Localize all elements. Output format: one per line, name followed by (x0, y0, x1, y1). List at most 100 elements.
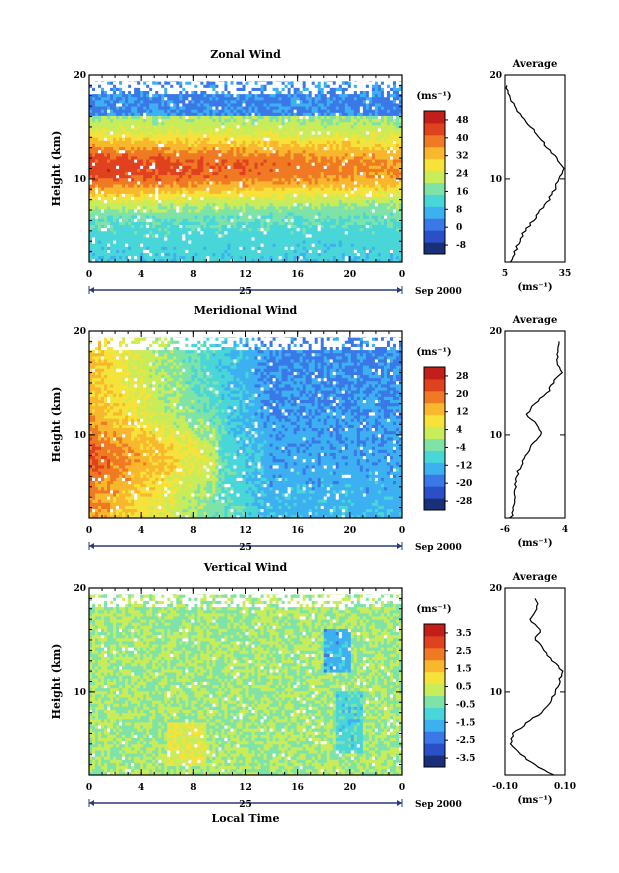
heatmap-cell (182, 127, 186, 132)
heatmap-cell (158, 137, 162, 141)
heatmap-cell (287, 202, 292, 207)
heatmap-cell (248, 156, 252, 160)
heatmap-cell (206, 90, 210, 95)
heatmap-cell (146, 212, 150, 216)
heatmap-cell (158, 255, 162, 260)
heatmap-cell (206, 224, 210, 229)
heatmap-cell (164, 96, 168, 101)
heatmap-cell (143, 112, 147, 116)
heatmap-cell (305, 184, 310, 188)
heatmap-cell (248, 121, 252, 126)
heatmap-cell (128, 171, 132, 176)
heatmap-cell (122, 205, 126, 210)
heatmap-cell (317, 96, 322, 101)
heatmap-cell (257, 168, 261, 173)
heatmap-cell (245, 156, 249, 160)
heatmap-cell (335, 199, 340, 204)
heatmap-cell (200, 218, 204, 222)
heatmap-cell (311, 171, 316, 176)
heatmap-cell (230, 90, 234, 95)
heatmap-cell (329, 124, 334, 129)
heatmap-cell (206, 237, 210, 241)
heatmap-cell (212, 177, 216, 182)
heatmap-cell (158, 162, 162, 166)
heatmap-cell (107, 249, 111, 254)
heatmap-cell (179, 159, 183, 163)
heatmap-cell (143, 121, 147, 126)
heatmap-cell (152, 103, 156, 107)
heatmap-cell (110, 84, 114, 88)
heatmap-cell (230, 190, 234, 194)
heatmap-cell (170, 212, 174, 216)
heatmap-cell (314, 93, 319, 98)
heatmap-cell (212, 193, 216, 197)
heatmap-cell (320, 212, 325, 216)
heatmap-cell (104, 205, 108, 210)
heatmap-cell (200, 156, 204, 160)
heatmap-cell (284, 149, 289, 154)
heatmap-cell (92, 115, 96, 120)
heatmap-cell (89, 149, 93, 154)
heatmap-cell (305, 93, 310, 98)
heatmap-cell (95, 118, 99, 123)
heatmap-cell (257, 240, 261, 244)
heatmap-cell (170, 137, 174, 141)
heatmap-cell (203, 112, 207, 116)
heatmap-cell (176, 227, 180, 232)
heatmap-cell (302, 93, 307, 98)
heatmap-cell (281, 180, 286, 185)
heatmap-cell (128, 149, 132, 154)
heatmap-cell (323, 171, 328, 176)
heatmap-cell (203, 209, 207, 213)
heatmap-cell (113, 118, 117, 123)
heatmap-cell (221, 90, 225, 95)
heatmap-cell (248, 246, 252, 250)
heatmap-cell (305, 137, 310, 141)
heatmap-cell (158, 93, 162, 98)
heatmap-cell (185, 127, 189, 132)
heatmap-cell (305, 187, 310, 191)
heatmap-cell (173, 249, 177, 254)
heatmap-cell (152, 162, 156, 166)
heatmap-cell (293, 224, 298, 229)
heatmap-cell (317, 190, 322, 194)
heatmap-cell (287, 159, 292, 163)
heatmap-cell (92, 209, 96, 213)
heatmap-cell (134, 109, 138, 113)
heatmap-cell (224, 237, 228, 241)
heatmap-cell (308, 202, 313, 207)
heatmap-cell (116, 137, 120, 141)
heatmap-cell (317, 177, 322, 182)
heatmap-cell (179, 146, 183, 151)
heatmap-cell (107, 124, 111, 129)
heatmap-cell (98, 193, 102, 197)
heatmap-cell (161, 243, 165, 247)
heatmap-cell (89, 165, 93, 169)
heatmap-cell (287, 237, 292, 241)
heatmap-cell (92, 162, 96, 166)
heatmap-cell (173, 224, 177, 229)
heatmap-cell (266, 221, 270, 225)
heatmap-cell (212, 90, 216, 95)
heatmap-cell (284, 196, 289, 201)
heatmap-cell (104, 149, 108, 154)
heatmap-cell (98, 87, 102, 91)
heatmap-cell (329, 168, 334, 173)
heatmap-cell (218, 184, 222, 188)
heatmap-cell (179, 212, 183, 216)
heatmap-cell (278, 209, 283, 213)
heatmap-cell (215, 224, 219, 229)
heatmap-cell (92, 240, 96, 244)
heatmap-cell (308, 93, 313, 98)
heatmap-cell (248, 124, 252, 129)
heatmap-cell (161, 118, 165, 123)
heatmap-cell (302, 90, 307, 95)
heatmap-cell (239, 240, 243, 244)
heatmap-cell (95, 230, 99, 235)
heatmap-cell (173, 209, 177, 213)
heatmap-cell (269, 209, 273, 213)
heatmap-cell (308, 252, 313, 257)
heatmap-cell (242, 134, 246, 138)
heatmap-cell (332, 143, 337, 148)
heatmap-cell (278, 243, 283, 247)
